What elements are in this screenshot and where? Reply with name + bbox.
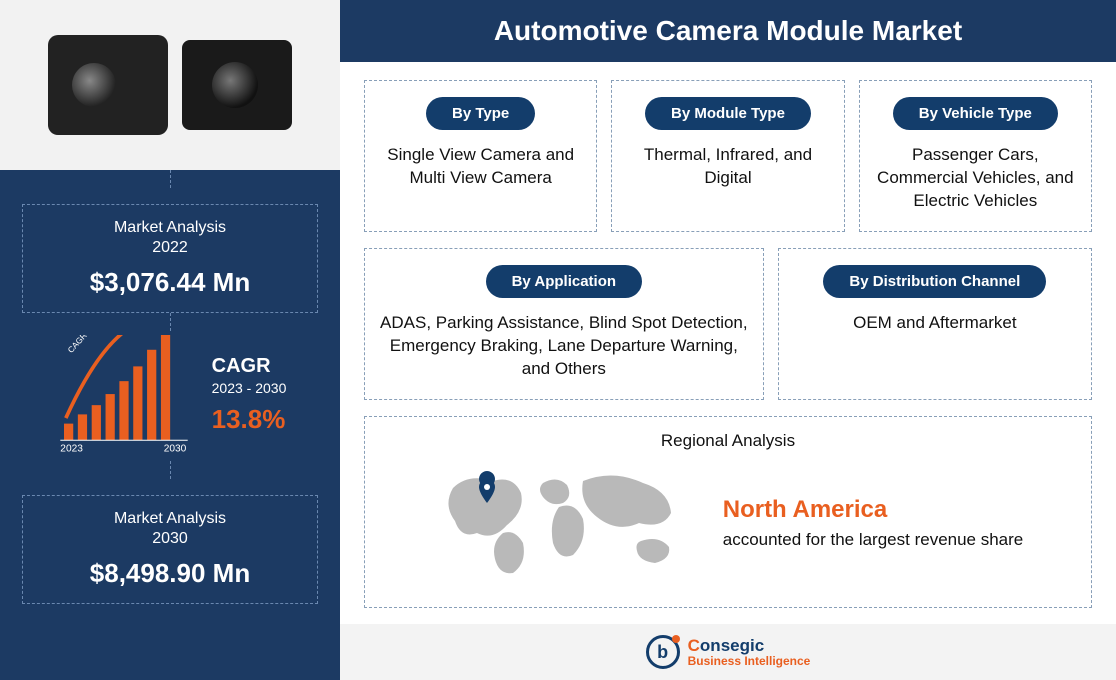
regional-name: North America — [723, 496, 1024, 524]
regional-subtext: accounted for the largest revenue share — [723, 530, 1024, 550]
segment-body: ADAS, Parking Assistance, Blind Spot Det… — [379, 312, 749, 381]
left-panel: Market Analysis 2022 $3,076.44 Mn 2023 2… — [0, 0, 340, 680]
segment-pill: By Module Type — [645, 97, 811, 130]
logo-dot-icon — [672, 635, 680, 643]
segment-pill: By Type — [426, 97, 535, 130]
brand-c: C — [688, 636, 700, 655]
product-image-area — [0, 0, 340, 170]
market-analysis-2030-box: Market Analysis 2030 $8,498.90 Mn — [22, 495, 318, 604]
ma-value-2030: $8,498.90 Mn — [31, 558, 309, 589]
segment-body: Thermal, Infrared, and Digital — [626, 144, 829, 190]
connector-line — [0, 170, 340, 188]
market-analysis-2022-box: Market Analysis 2022 $3,076.44 Mn — [22, 204, 318, 313]
camera-module-illustration-2 — [182, 40, 292, 130]
brand-logo-text: Consegic Business Intelligence — [688, 636, 811, 668]
world-map-svg — [433, 463, 693, 583]
cagr-title: CAGR — [212, 355, 287, 378]
segment-pill: By Application — [486, 265, 642, 298]
segment-row-2: By Application ADAS, Parking Assistance,… — [364, 248, 1092, 400]
logo-letter: b — [657, 642, 668, 663]
brand-logo-icon: b — [646, 635, 680, 669]
segment-body: OEM and Aftermarket — [793, 312, 1077, 335]
world-map — [433, 463, 693, 583]
regional-text: North America accounted for the largest … — [723, 496, 1024, 550]
growth-chart: 2023 2030 CAGR — [54, 335, 194, 455]
regional-section: Regional Analysis — [364, 416, 1092, 608]
regional-body: North America accounted for the largest … — [433, 463, 1024, 583]
camera-module-illustration-1 — [48, 35, 168, 135]
segment-box-vehicle-type: By Vehicle Type Passenger Cars, Commerci… — [859, 80, 1092, 232]
ma-year-2030: 2030 — [31, 530, 309, 548]
ma-label-2030: Market Analysis — [31, 510, 309, 528]
content-area: By Type Single View Camera and Multi Vie… — [340, 62, 1116, 624]
segment-box-module-type: By Module Type Thermal, Infrared, and Di… — [611, 80, 844, 232]
segment-pill: By Vehicle Type — [893, 97, 1058, 130]
root-container: Market Analysis 2022 $3,076.44 Mn 2023 2… — [0, 0, 1116, 680]
segment-body: Passenger Cars, Commercial Vehicles, and… — [874, 144, 1077, 213]
segment-box-type: By Type Single View Camera and Multi Vie… — [364, 80, 597, 232]
segment-box-application: By Application ADAS, Parking Assistance,… — [364, 248, 764, 400]
cagr-row: 2023 2030 CAGR CAGR 2023 - 2030 13.8% — [0, 331, 340, 461]
chart-x-end: 2030 — [163, 443, 186, 454]
page-title: Automotive Camera Module Market — [340, 0, 1116, 62]
connector-line — [0, 313, 340, 331]
chart-arrow-label: CAGR — [65, 335, 88, 355]
segment-row-1: By Type Single View Camera and Multi Vie… — [364, 80, 1092, 232]
cagr-period: 2023 - 2030 — [212, 380, 287, 396]
ma-value-2022: $3,076.44 Mn — [31, 267, 309, 298]
segment-box-distribution-channel: By Distribution Channel OEM and Aftermar… — [778, 248, 1092, 400]
segment-body: Single View Camera and Multi View Camera — [379, 144, 582, 190]
segment-pill: By Distribution Channel — [823, 265, 1046, 298]
growth-chart-svg: 2023 2030 CAGR — [54, 335, 194, 455]
footer: b Consegic Business Intelligence — [340, 624, 1116, 680]
brand-onsegic: onsegic — [700, 636, 764, 655]
cagr-percent: 13.8% — [212, 404, 287, 435]
chart-x-start: 2023 — [60, 443, 83, 454]
ma-year-2022: 2022 — [31, 239, 309, 257]
right-panel: Automotive Camera Module Market By Type … — [340, 0, 1116, 680]
cagr-text-block: CAGR 2023 - 2030 13.8% — [212, 355, 287, 435]
ma-label-2022: Market Analysis — [31, 219, 309, 237]
connector-line — [0, 461, 340, 479]
regional-title: Regional Analysis — [387, 431, 1069, 451]
brand-subline: Business Intelligence — [688, 654, 811, 668]
